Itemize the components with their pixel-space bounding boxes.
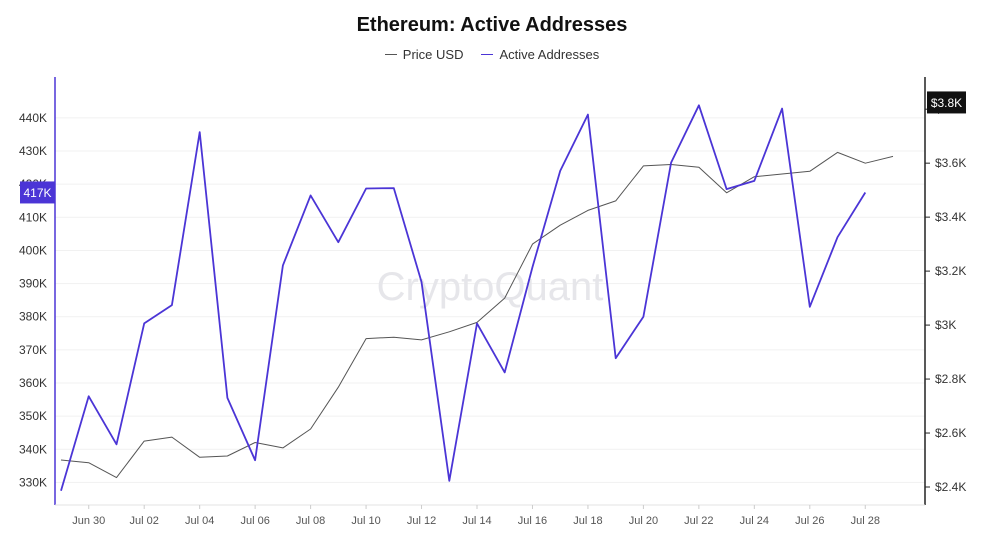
y-right-tick-label: $3K — [935, 318, 956, 332]
x-tick-label: Jul 16 — [518, 515, 547, 527]
x-tick-label: Jul 28 — [851, 515, 880, 527]
y-left-tick-label: 390K — [19, 277, 47, 291]
legend-label-active-addresses: Active Addresses — [499, 47, 600, 62]
x-tick-label: Jul 26 — [795, 515, 824, 527]
y-left-tick-label: 330K — [19, 475, 47, 489]
x-tick-label: Jul 10 — [351, 515, 380, 527]
right-axis-badge — [927, 91, 966, 114]
y-left-tick-label: 340K — [19, 442, 47, 456]
x-tick-label: Jul 02 — [130, 515, 159, 527]
y-right-tick-label: $2.4K — [935, 480, 966, 494]
x-tick-label: Jul 08 — [296, 515, 325, 527]
watermark: CryptoQuant — [377, 265, 604, 309]
legend-label-price: Price USD — [402, 47, 464, 62]
y-right-tick-label: $3.4K — [935, 210, 966, 224]
y-left-tick-label: 400K — [19, 243, 47, 257]
y-right-tick-label: $2.6K — [935, 426, 966, 440]
y-left-tick-label: 370K — [19, 343, 47, 357]
legend-swatch-active-addresses — [481, 54, 494, 55]
x-tick-label: Jul 06 — [240, 515, 269, 527]
x-tick-label: Jun 30 — [72, 515, 105, 527]
y-left-tick-label: 350K — [19, 409, 47, 423]
series-line-price-usd — [60, 151, 894, 479]
legend-item-active-addresses[interactable]: Active Addresses — [481, 47, 599, 62]
x-tick-label: Jul 04 — [185, 515, 214, 527]
series-line-active-addresses — [60, 104, 867, 491]
y-left-tick-label: 410K — [19, 210, 47, 224]
right-axis-badge-label: $3.8K — [931, 96, 962, 110]
legend-item-price[interactable]: Price USD — [384, 47, 464, 62]
x-tick-label: Jul 20 — [629, 515, 658, 527]
y-right-tick-label: $3.2K — [935, 264, 966, 278]
y-left-tick-label: 360K — [19, 376, 47, 390]
legend-swatch-price — [384, 54, 397, 55]
x-tick-label: Jul 24 — [740, 515, 769, 527]
left-axis-badge-label: 417K — [23, 186, 51, 200]
chart-title: Ethereum: Active Addresses — [356, 14, 628, 36]
y-right-tick-label: $3.6K — [935, 156, 966, 170]
y-left-tick-label: 380K — [19, 310, 47, 324]
x-tick-label: Jul 18 — [573, 515, 602, 527]
x-tick-label: Jul 12 — [407, 515, 436, 527]
left-axis-badge — [20, 181, 55, 204]
x-tick-label: Jul 14 — [462, 515, 491, 527]
y-left-tick-label: 430K — [19, 144, 47, 158]
x-tick-label: Jul 22 — [684, 515, 713, 527]
y-left-tick-label: 440K — [19, 111, 47, 125]
y-right-tick-label: $2.8K — [935, 372, 966, 386]
legend: Price USD Active Addresses — [0, 47, 984, 62]
